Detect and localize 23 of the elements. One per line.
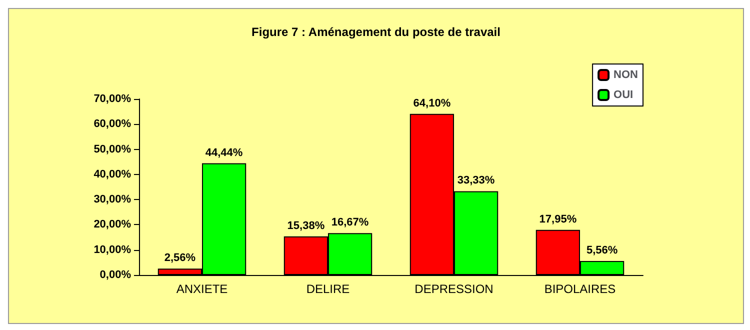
y-tick-label: 70,00% [94, 93, 132, 105]
data-label: 2,56% [164, 252, 196, 264]
data-label: 5,56% [586, 244, 618, 257]
data-label: 44,44% [205, 146, 243, 159]
y-tick-label: 30,00% [94, 194, 132, 206]
y-tick-label: 50,00% [94, 143, 132, 156]
y-tick-label: 20,00% [94, 218, 132, 231]
chart-title: Figure 7 : Aménagement du poste de travail [252, 25, 500, 39]
x-tick-label: BIPOLAIRES [544, 282, 616, 296]
data-label: 16,67% [331, 216, 369, 229]
x-tick-label: DELIRE [306, 282, 350, 296]
data-label: 33,33% [457, 174, 495, 187]
legend-label: NON [614, 69, 638, 81]
legend-label: OUI [614, 89, 634, 101]
y-tick-label: 60,00% [94, 118, 132, 130]
data-label: 17,95% [539, 213, 577, 226]
y-tick-label: 0,00% [100, 269, 132, 281]
data-label: 64,10% [413, 97, 451, 110]
y-tick-label: 40,00% [94, 168, 132, 180]
y-tick-label: 10,00% [94, 244, 132, 256]
x-tick-label: ANXIETE [176, 282, 228, 296]
data-label: 15,38% [287, 220, 325, 232]
x-tick-label: DEPRESSION [414, 282, 494, 296]
